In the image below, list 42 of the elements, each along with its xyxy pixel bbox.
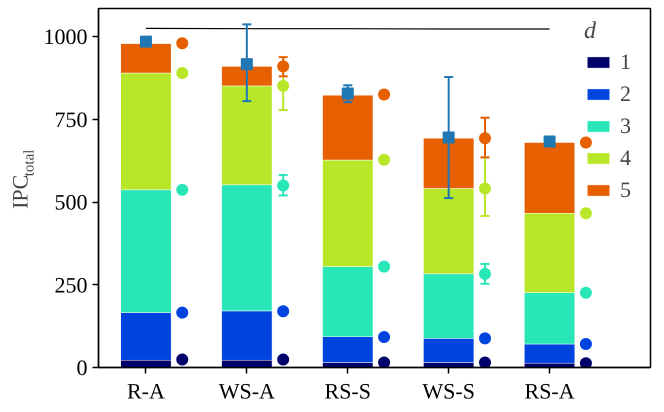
- legend-label: 2: [620, 81, 632, 107]
- point: [479, 132, 491, 144]
- legend-label: 5: [620, 177, 632, 203]
- y-tick-label: 250: [54, 272, 88, 298]
- point: [479, 268, 491, 280]
- x-tick-label: WS-S: [422, 378, 475, 404]
- point: [378, 356, 390, 368]
- y-tick-label: 0: [76, 355, 88, 380]
- point: [277, 80, 290, 92]
- point: [479, 356, 491, 368]
- point: [378, 88, 390, 101]
- legend-title: d: [584, 18, 597, 45]
- point: [479, 182, 491, 194]
- point: [176, 37, 188, 50]
- point: [479, 332, 491, 344]
- point: [176, 354, 188, 366]
- x-tick-label: WS-A: [218, 378, 276, 404]
- point: [580, 136, 592, 148]
- legend-label: 3: [620, 113, 632, 139]
- x-tick-label: R-A: [126, 378, 165, 404]
- y-tick-label: 1000: [44, 24, 88, 50]
- legend-label: 1: [620, 49, 632, 75]
- point: [176, 184, 188, 196]
- point: [277, 354, 290, 366]
- point: [378, 331, 390, 344]
- y-axis-title: IPCtotal: [8, 150, 38, 209]
- point: [580, 207, 592, 220]
- x-tick-label: RS-S: [324, 378, 372, 404]
- y-tick-label: 500: [54, 190, 88, 215]
- point: [580, 357, 592, 368]
- point: [580, 338, 592, 350]
- point: [580, 286, 592, 299]
- point: [176, 306, 188, 319]
- y-tick-label: 750: [54, 106, 88, 132]
- point: [378, 260, 390, 273]
- point: [176, 67, 188, 80]
- x-tick-label: RS-A: [524, 378, 575, 404]
- point: [277, 60, 290, 72]
- legend-label: 4: [620, 145, 632, 171]
- point: [277, 305, 290, 318]
- point: [378, 154, 390, 166]
- point: [277, 180, 290, 192]
